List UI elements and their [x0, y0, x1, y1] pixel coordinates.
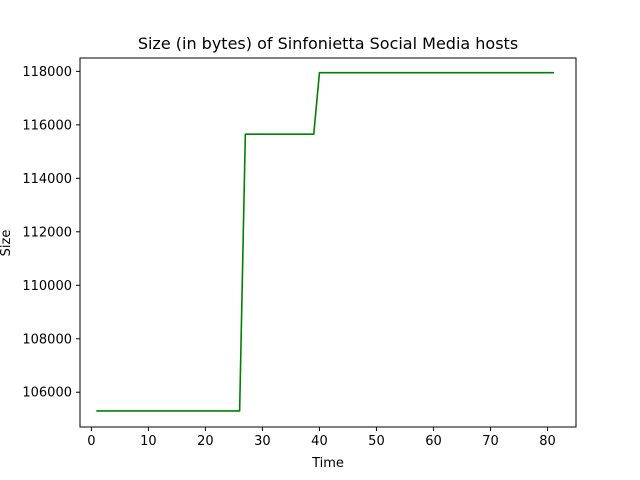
x-tick-label: 40 — [311, 434, 328, 449]
plot-frame — [79, 57, 577, 428]
plot-area — [96, 71, 555, 412]
series-line — [96, 71, 555, 412]
x-tick-label: 80 — [539, 434, 556, 449]
y-tick-label: 112000 — [22, 225, 72, 240]
y-tick-label: 116000 — [22, 118, 72, 133]
y-tick-label: 114000 — [22, 172, 72, 187]
y-axis-label: Size — [0, 230, 14, 257]
chart-title: Size (in bytes) of Sinfonietta Social Me… — [138, 34, 518, 53]
axis-ticks: 0 10 20 30 40 50 60 70 80 106000 108000 110000 11200… — [22, 65, 555, 449]
x-tick-label: 70 — [482, 434, 499, 449]
y-tick-label: 106000 — [22, 386, 72, 401]
x-tick-label: 20 — [197, 434, 214, 449]
x-tick-label: 10 — [140, 434, 157, 449]
x-axis-label: Time — [311, 456, 344, 471]
y-tick-label: 118000 — [22, 65, 72, 80]
x-tick-label: 30 — [254, 434, 271, 449]
x-tick-label: 0 — [87, 434, 95, 449]
y-tick-label: 108000 — [22, 332, 72, 347]
x-tick-label: 60 — [425, 434, 442, 449]
y-tick-label: 110000 — [22, 279, 72, 294]
x-tick-label: 50 — [368, 434, 385, 449]
